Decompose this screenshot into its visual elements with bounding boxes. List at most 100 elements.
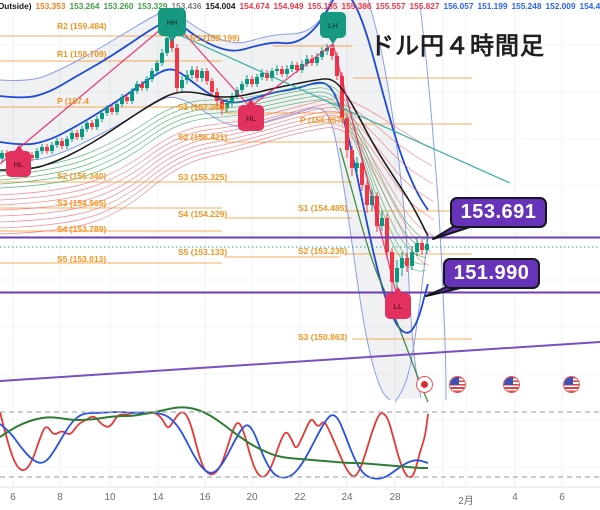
flag-canton bbox=[450, 377, 459, 385]
purple-trendline[interactable] bbox=[0, 341, 600, 382]
ohlc-value: 156.057 bbox=[443, 0, 474, 11]
ohlc-value: 153.329 bbox=[137, 0, 168, 11]
ohlc-value: 154.004 bbox=[205, 0, 236, 11]
ohlc-value: 154.438 bbox=[579, 0, 600, 11]
red-ma-1 bbox=[0, 98, 431, 196]
pivot-label: S1 (154.485) bbox=[298, 203, 348, 213]
candle-body bbox=[210, 81, 214, 92]
time-axis-label[interactable]: 8 bbox=[57, 492, 63, 503]
ohlc-value: 154.949 bbox=[273, 0, 304, 11]
right-band-thin bbox=[419, 4, 447, 400]
candle-body bbox=[150, 71, 154, 79]
swing-marker-hh[interactable]: HH bbox=[158, 8, 186, 42]
pivot-label: P (157.4 bbox=[57, 96, 89, 106]
candle-body bbox=[70, 133, 74, 139]
candle-body bbox=[110, 108, 114, 112]
candle-body bbox=[395, 268, 399, 282]
time-axis-label[interactable]: 20 bbox=[246, 492, 258, 503]
price-callout[interactable]: 151.990 bbox=[443, 258, 540, 289]
time-axis-label[interactable]: 14 bbox=[152, 492, 164, 503]
swing-marker-ll[interactable]: LL bbox=[385, 287, 411, 319]
osc-red bbox=[0, 411, 429, 479]
candle-body bbox=[125, 97, 129, 101]
candle-body bbox=[410, 252, 414, 266]
ohlc-value: 152.009 bbox=[545, 0, 576, 11]
candle-body bbox=[250, 79, 254, 84]
time-axis-label[interactable]: 2月 bbox=[458, 496, 474, 507]
time-axis-label[interactable]: 28 bbox=[389, 492, 401, 503]
candle-body bbox=[60, 141, 64, 146]
candle-body bbox=[400, 258, 404, 268]
indicator-settings-text: ow, Outside) bbox=[0, 0, 32, 11]
time-axis-label[interactable]: 6 bbox=[559, 492, 565, 503]
time-axis-label[interactable]: 22 bbox=[294, 492, 306, 503]
pivot-label: S3 (154.565) bbox=[57, 198, 107, 208]
ohlc-value: 153.353 bbox=[35, 0, 66, 11]
flag-canton bbox=[564, 377, 573, 385]
candle-body bbox=[65, 139, 69, 146]
candle-body bbox=[50, 145, 54, 151]
candle-body bbox=[205, 71, 209, 81]
pivot-label: S5 (153.133) bbox=[178, 247, 228, 257]
red-ma-2 bbox=[0, 103, 433, 201]
candle-body bbox=[145, 79, 149, 88]
ohlc-value: 151.199 bbox=[477, 0, 508, 11]
osc-green bbox=[0, 406, 428, 469]
candle-body bbox=[355, 163, 359, 168]
candle-body bbox=[200, 71, 204, 78]
time-axis-label[interactable]: 16 bbox=[199, 492, 211, 503]
time-axis-label[interactable]: 4 bbox=[512, 492, 518, 503]
pivot-label: S3 (155.325) bbox=[178, 172, 228, 182]
candle-body bbox=[280, 69, 284, 74]
red-ma-6 bbox=[0, 119, 434, 237]
swing-marker-lh[interactable]: LH bbox=[320, 12, 346, 44]
candle-body bbox=[165, 38, 169, 53]
us-flag-event-icon[interactable] bbox=[503, 376, 520, 393]
candle-body bbox=[310, 59, 314, 63]
candle-body bbox=[140, 84, 144, 88]
red-ma-7 bbox=[0, 123, 432, 253]
candle-body bbox=[265, 73, 269, 78]
time-axis-label[interactable]: 24 bbox=[341, 492, 353, 503]
candle-body bbox=[285, 69, 289, 74]
price-callout[interactable]: 153.691 bbox=[450, 197, 547, 228]
ohlc-value: 153.436 bbox=[171, 0, 202, 11]
candle-body bbox=[420, 243, 424, 250]
swing-marker-hl[interactable]: HL bbox=[238, 99, 264, 131]
pivot-label: S4 (154.229) bbox=[178, 209, 228, 219]
candle-body bbox=[105, 108, 109, 113]
candle-body bbox=[185, 75, 189, 80]
candle-body bbox=[95, 119, 99, 127]
candle-body bbox=[160, 53, 164, 63]
osc-blue bbox=[0, 411, 429, 480]
time-axis-label[interactable]: 10 bbox=[104, 492, 116, 503]
us-flag-event-icon[interactable] bbox=[563, 376, 580, 393]
time-axis-label[interactable]: 6 bbox=[10, 492, 16, 503]
marker-pointer bbox=[246, 99, 256, 106]
candle-body bbox=[100, 113, 104, 119]
us-flag-event-icon[interactable] bbox=[449, 376, 466, 393]
candle-body bbox=[295, 65, 299, 70]
candle-body bbox=[240, 84, 244, 90]
candle-body bbox=[90, 123, 94, 127]
red-ma-3 bbox=[0, 107, 434, 206]
candle-body bbox=[290, 65, 294, 69]
swing-marker-hl[interactable]: HL bbox=[6, 145, 31, 177]
japan-flag-event-icon[interactable] bbox=[416, 376, 433, 393]
candle-body bbox=[85, 123, 89, 129]
candle-body bbox=[0, 153, 4, 158]
ohlc-value: 153.260 bbox=[103, 0, 134, 11]
ohlc-value: 153.264 bbox=[69, 0, 100, 11]
flag-sun-dot bbox=[421, 381, 428, 388]
candle-body bbox=[40, 147, 44, 151]
candle-body bbox=[190, 70, 194, 75]
candle-body bbox=[120, 97, 124, 104]
red-ma-5 bbox=[0, 115, 435, 221]
candle-body bbox=[325, 48, 329, 51]
candle-body bbox=[385, 218, 389, 252]
candle-body bbox=[380, 218, 384, 226]
candle-body bbox=[340, 76, 344, 118]
pivot-label: S4 (153.789) bbox=[57, 224, 107, 234]
